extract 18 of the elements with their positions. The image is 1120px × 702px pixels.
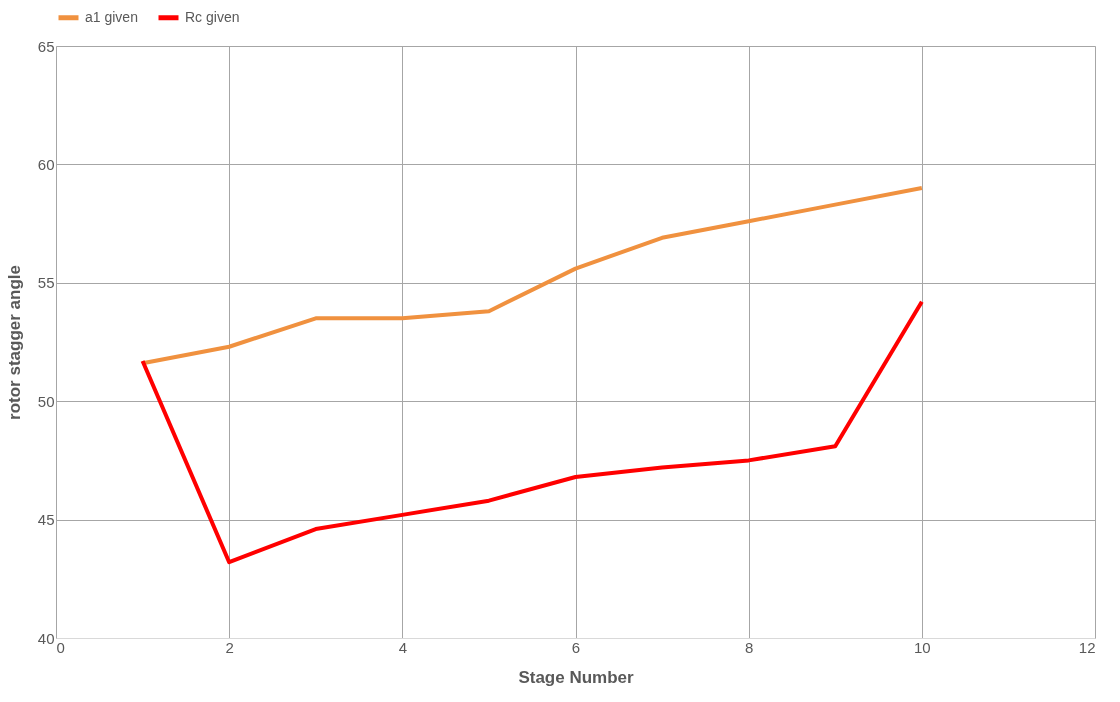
y-tick-label: 50: [37, 392, 55, 410]
x-axis-title: Stage Number: [518, 667, 635, 687]
y-axis-title: rotor stagger angle: [4, 265, 24, 420]
x-tick-label: 8: [744, 638, 754, 656]
legend-label: a1 given: [85, 8, 138, 25]
x-tick-label: 12: [1078, 638, 1096, 656]
y-tick-label: 45: [37, 511, 55, 529]
y-tick-label: 65: [37, 37, 55, 55]
x-tick-label: 10: [913, 638, 931, 656]
y-tick-label: 60: [37, 155, 55, 173]
x-tick-label: 6: [571, 638, 581, 656]
x-tick-label: 2: [225, 638, 234, 656]
x-tick-label: 0: [56, 638, 65, 656]
legend-label: Rc given: [185, 8, 240, 25]
y-tick-label: 40: [37, 629, 55, 647]
y-tick-label: 55: [37, 274, 55, 292]
x-tick-label: 4: [398, 638, 408, 656]
line-series: [140, 299, 924, 565]
